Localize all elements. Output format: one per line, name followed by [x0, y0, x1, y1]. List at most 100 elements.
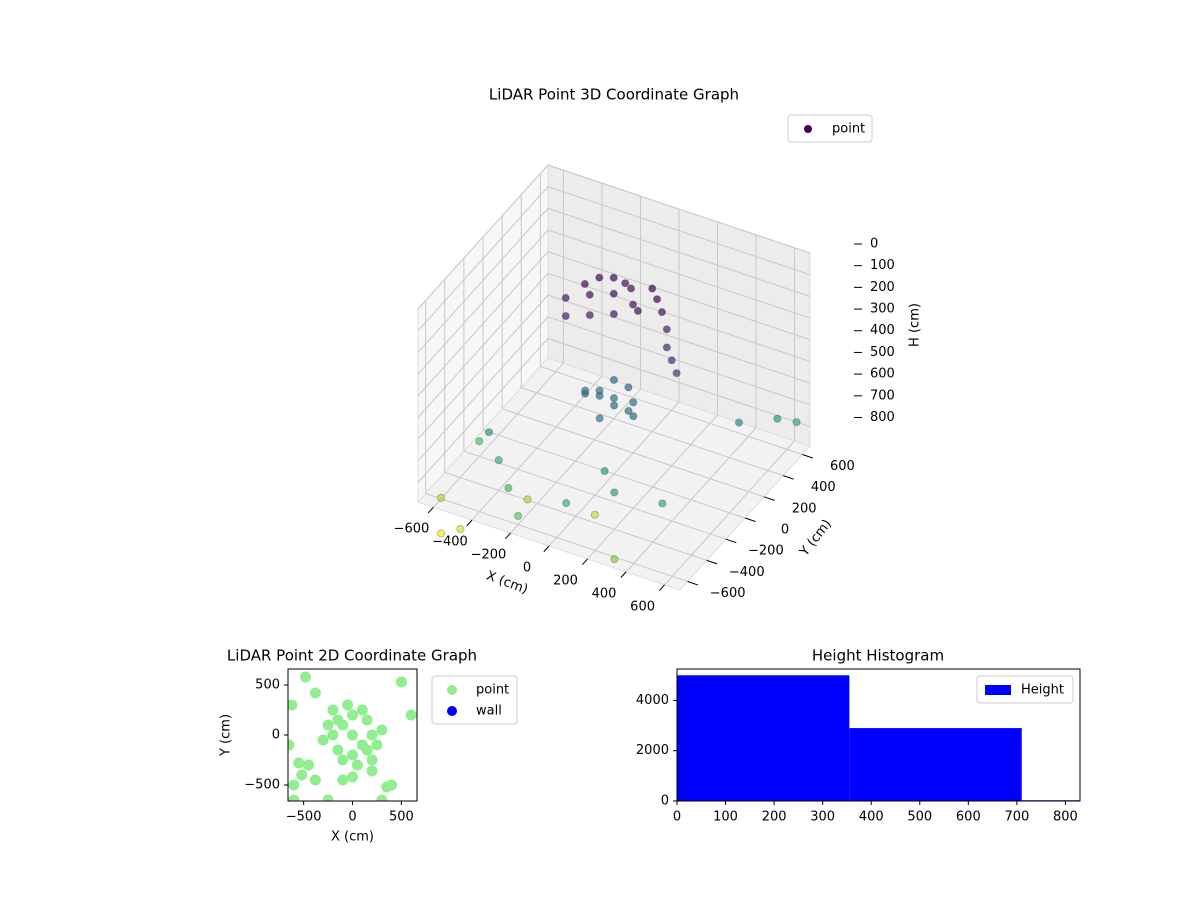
- tick-mark: [744, 517, 756, 522]
- points: [288, 671, 417, 801]
- point: [366, 765, 378, 777]
- z-tick-label: 300: [870, 302, 895, 317]
- point: [657, 307, 667, 317]
- tick-mark: [763, 496, 775, 501]
- grid-line: [417, 164, 549, 310]
- legend-box: [787, 114, 873, 143]
- point: [609, 401, 619, 410]
- grid-line: [521, 387, 784, 477]
- point: [347, 749, 358, 761]
- grid-line: [547, 229, 811, 319]
- grid-line: [417, 338, 549, 483]
- grid-line: [547, 272, 811, 362]
- point: [595, 273, 604, 282]
- grid-line: [417, 186, 549, 332]
- point: [366, 754, 378, 766]
- point: [504, 483, 513, 493]
- y-tick-label: 4000: [636, 693, 669, 708]
- z-tick-label: 0: [870, 237, 878, 252]
- point: [347, 709, 358, 721]
- point: [293, 757, 305, 769]
- point: [590, 510, 599, 519]
- y-tick-label: 200: [792, 501, 817, 516]
- point: [600, 466, 609, 476]
- point: [662, 343, 671, 352]
- point: [581, 386, 590, 395]
- x-tick-label: 400: [859, 810, 884, 825]
- y-tick-label: 400: [811, 480, 836, 495]
- x-tick-label: 0: [348, 810, 356, 825]
- grid-line: [547, 164, 811, 254]
- point: [624, 383, 633, 392]
- y-tick-label: 2000: [636, 743, 669, 758]
- point: [672, 369, 681, 378]
- point: [337, 774, 349, 786]
- tick-mark: [581, 558, 588, 566]
- legend-label: wall: [476, 704, 502, 719]
- point: [351, 759, 363, 771]
- grid-line: [417, 316, 549, 462]
- x-tick-label: −500: [286, 810, 322, 825]
- legend-label: point: [832, 122, 865, 137]
- point: [288, 739, 295, 751]
- y-tick-label: 500: [255, 678, 280, 693]
- point: [633, 306, 642, 316]
- x-tick-label: −600: [394, 522, 430, 537]
- tick-mark: [783, 475, 794, 480]
- grid-line: [540, 365, 803, 455]
- point: [609, 289, 618, 298]
- point: [361, 714, 373, 726]
- grid-line: [417, 294, 549, 440]
- grid-line: [547, 294, 811, 384]
- bar: [677, 675, 850, 801]
- x-tick-label: 200: [762, 810, 787, 825]
- point: [585, 290, 594, 299]
- point: [561, 293, 570, 302]
- point: [609, 273, 618, 282]
- grid-line: [547, 251, 811, 341]
- y-tick-label: 0: [781, 523, 789, 538]
- point: [342, 699, 354, 711]
- point: [561, 311, 570, 321]
- point: [347, 729, 358, 741]
- point: [366, 729, 378, 741]
- point: [609, 394, 619, 403]
- point: [288, 779, 300, 791]
- point: [322, 719, 334, 731]
- point: [303, 759, 315, 771]
- point: [652, 295, 662, 304]
- point: [667, 356, 676, 365]
- point: [361, 744, 373, 756]
- legend-marker: [447, 685, 457, 695]
- y-axis-label: Y (cm): [219, 714, 234, 757]
- y-tick-label: −400: [729, 565, 765, 580]
- tick-mark: [802, 453, 813, 459]
- tick-mark: [725, 538, 737, 544]
- grid-line: [501, 408, 765, 498]
- x-tick-label: 600: [956, 810, 981, 825]
- point: [332, 714, 344, 726]
- x-tick-label: 700: [1004, 810, 1029, 825]
- chart-title: LiDAR Point 3D Coordinate Graph: [489, 86, 739, 104]
- z-tick-label: 700: [870, 388, 895, 403]
- x-tick-label: 100: [713, 810, 738, 825]
- point: [609, 309, 618, 319]
- point: [371, 739, 383, 751]
- tick-mark: [687, 581, 699, 586]
- point: [629, 412, 638, 421]
- point: [327, 704, 339, 716]
- tick-mark: [706, 559, 718, 565]
- y-tick-label: 0: [272, 728, 280, 743]
- x-tick-label: 500: [907, 810, 932, 825]
- x-tick-label: 0: [523, 561, 531, 576]
- z-tick-label: 600: [870, 367, 895, 382]
- point: [628, 300, 638, 309]
- point: [610, 555, 619, 564]
- point: [456, 524, 465, 534]
- point: [494, 456, 503, 465]
- x-tick-label: 300: [810, 810, 835, 825]
- grid-line: [417, 251, 549, 397]
- chart-title: LiDAR Point 2D Coordinate Graph: [227, 647, 477, 665]
- x-tick-label: 600: [630, 599, 655, 614]
